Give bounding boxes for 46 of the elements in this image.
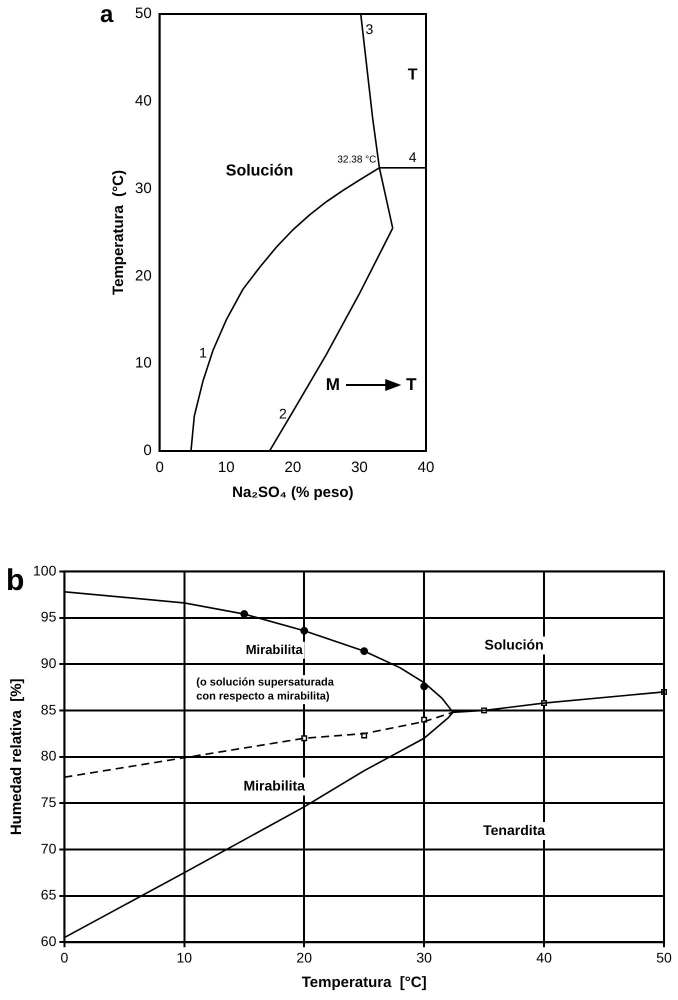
annotation: 4 <box>408 148 417 165</box>
chart-title: a <box>100 1 114 28</box>
annotation: 3 <box>366 21 374 38</box>
annotation: (o solución supersaturada con respecto a mirabilita) <box>196 676 335 703</box>
annotation: Solución <box>484 636 544 652</box>
x-tick-label: 20 <box>284 459 302 476</box>
chart-title: b <box>6 564 24 597</box>
annotation: 1 <box>199 344 208 360</box>
annotation: T <box>408 66 418 84</box>
y-tick-label: 100 <box>33 562 57 578</box>
y-tick-label: 50 <box>134 5 152 22</box>
y-tick-label: 70 <box>40 840 57 856</box>
x-tick-label: 40 <box>418 459 434 476</box>
y-tick-label: 10 <box>134 354 152 372</box>
x-axis-title: Na₂SO₄ (% peso) <box>232 484 354 502</box>
annotation: 2 <box>278 406 287 422</box>
y-tick-label: 90 <box>40 654 57 671</box>
annotation: Tenardita <box>483 822 546 838</box>
x-tick-label: 0 <box>60 949 68 966</box>
y-axis-title: Humedad relativa [%] <box>8 678 26 836</box>
x-tick-label: 40 <box>536 949 552 966</box>
x-tick-label: 0 <box>156 459 164 476</box>
annotation: Mirabilita <box>246 642 304 657</box>
y-tick-label: 80 <box>40 748 57 764</box>
x-tick-label: 10 <box>218 459 235 476</box>
y-tick-label: 85 <box>40 701 57 718</box>
annotation: 32.38 °C <box>337 154 376 166</box>
x-tick-label: 30 <box>351 459 368 476</box>
x-axis-title: Temperatura [°C] <box>302 974 427 992</box>
y-tick-label: 40 <box>134 92 152 110</box>
y-tick-label: 75 <box>40 794 57 810</box>
annotation: Solución <box>226 162 294 180</box>
x-tick-label: 10 <box>176 949 192 966</box>
y-tick-label: 0 <box>143 442 152 460</box>
y-tick-label: 60 <box>40 933 57 950</box>
y-tick-label: 30 <box>134 180 152 197</box>
y-tick-label: 20 <box>134 267 152 284</box>
annotation: Mirabilita <box>244 777 306 794</box>
x-tick-label: 20 <box>296 949 312 966</box>
annotation: T <box>406 375 418 394</box>
y-axis-title: Temperatura (°C) <box>110 170 128 295</box>
x-tick-label: 50 <box>656 949 672 966</box>
annotation: M <box>326 375 340 394</box>
y-tick-label: 65 <box>40 886 57 903</box>
y-tick-label: 95 <box>40 608 57 625</box>
x-tick-label: 30 <box>416 949 432 966</box>
